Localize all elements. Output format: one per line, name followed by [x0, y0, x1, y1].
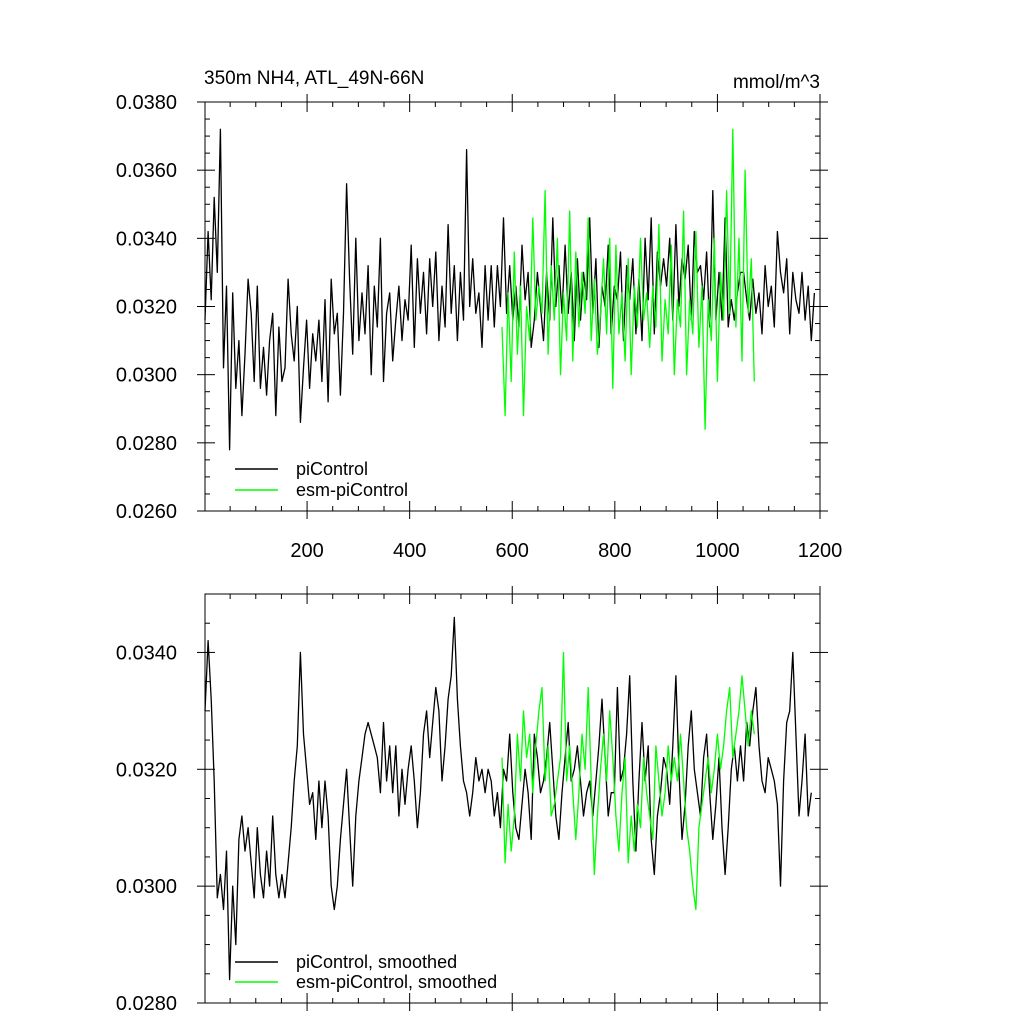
bottom-axes: 0.0280 0.0300 0.0320 0.0340	[116, 586, 828, 1015]
y-tick-label: 0.0260	[116, 501, 177, 523]
bottom-panel: 0.0280 0.0300 0.0320 0.0340 piControl, smoo…	[116, 586, 828, 1015]
y-tick-label: 0.0340	[116, 228, 177, 250]
x-tick-label: 800	[598, 540, 631, 562]
top-plot-lines	[204, 128, 816, 451]
x-tick-label: 200	[290, 540, 323, 562]
y-tick-label: 0.0340	[116, 642, 177, 664]
y-tick-label: 0.0320	[116, 297, 177, 319]
legend-label-esm-picontrol: esm-piControl	[296, 480, 408, 500]
y-tick-label: 0.0280	[116, 993, 177, 1015]
series-line-picontrol	[204, 128, 816, 451]
x-tick-label: 600	[496, 540, 529, 562]
series-line-esm-picontrol	[501, 128, 755, 430]
y-tick-label: 0.0300	[116, 876, 177, 898]
series-line-esm-picontrol-smoothed	[501, 651, 755, 911]
bottom-legend: piControl, smoothed esm-piControl, smoot…	[235, 952, 497, 992]
x-tick-label: 1200	[798, 540, 843, 562]
x-tick-label: 400	[393, 540, 426, 562]
top-legend: piControl esm-piControl	[235, 459, 408, 500]
legend-label-picontrol-smoothed: piControl, smoothed	[296, 952, 457, 972]
top-axes: 200 400 600 800 1000 1200 0.0260 0.0280 0.0300 0.…	[116, 92, 842, 562]
chart-title: 350m NH4, ATL_49N-66N	[204, 68, 424, 89]
y-tick-label: 0.0380	[116, 92, 177, 114]
y-tick-label: 0.0320	[116, 759, 177, 781]
top-panel: 350m NH4, ATL_49N-66N mmol/m^3 200 400 600…	[116, 68, 842, 562]
y-tick-label: 0.0360	[116, 160, 177, 182]
x-tick-label: 1000	[695, 540, 740, 562]
plot-frame	[204, 593, 821, 1004]
legend-label-esm-picontrol-smoothed: esm-piControl, smoothed	[296, 972, 497, 992]
y-tick-label: 0.0280	[116, 433, 177, 455]
legend-label-picontrol: piControl	[296, 459, 368, 479]
bottom-plot-lines	[204, 616, 812, 981]
units-label: mmol/m^3	[733, 72, 820, 93]
series-line-picontrol-smoothed	[204, 616, 812, 981]
y-tick-label: 0.0300	[116, 365, 177, 387]
